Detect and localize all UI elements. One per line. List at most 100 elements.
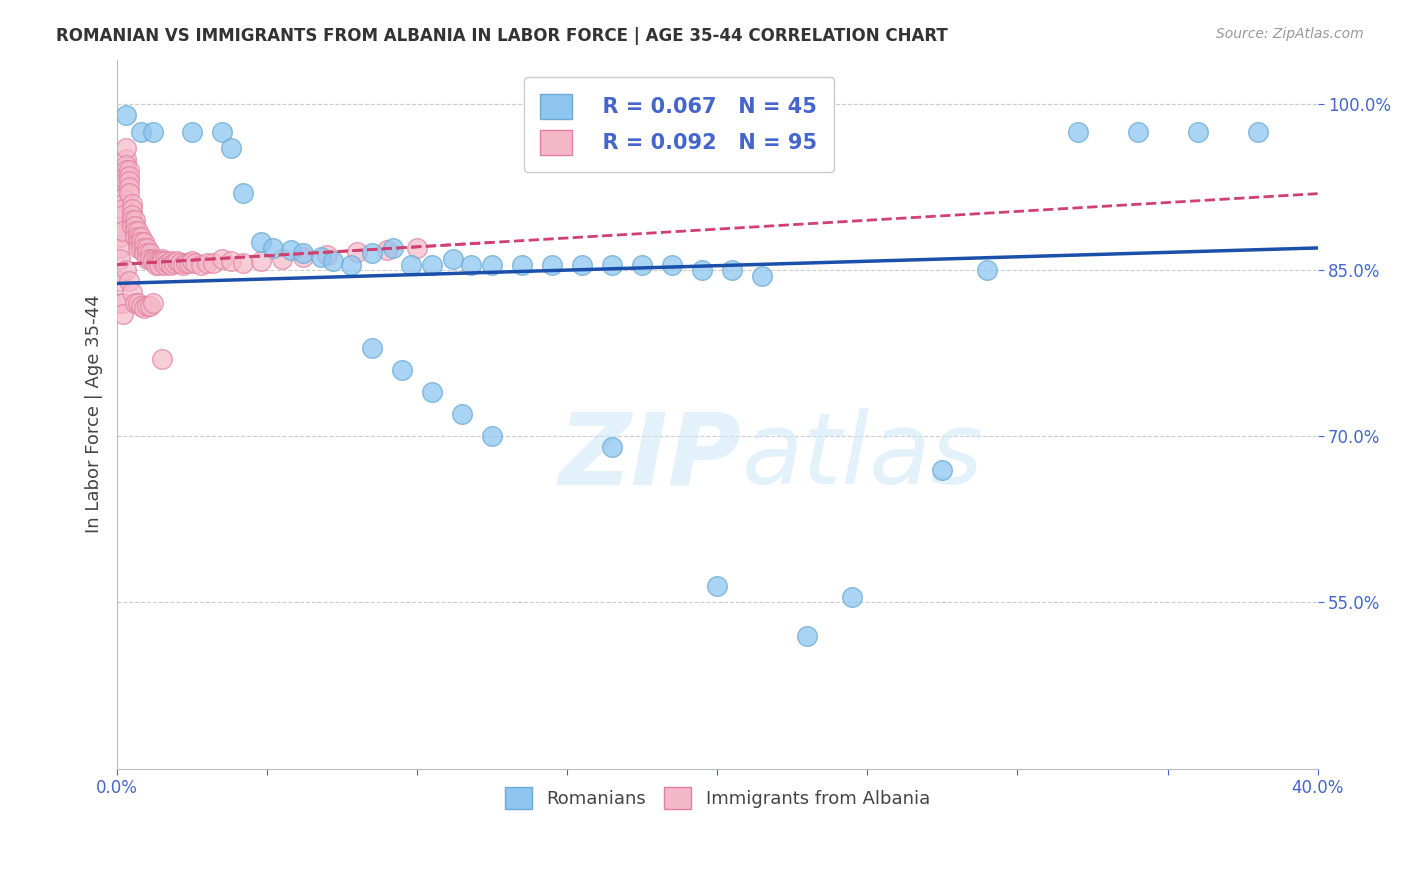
Point — [108, 274, 131, 288]
Point — [1066, 125, 1088, 139]
Point — [172, 258, 194, 272]
Point — [127, 241, 149, 255]
Point — [115, 163, 138, 178]
Point — [134, 241, 156, 255]
Point — [340, 258, 363, 272]
Point — [118, 180, 141, 194]
Point — [108, 219, 131, 233]
Point — [420, 384, 443, 399]
Point — [451, 407, 474, 421]
Point — [160, 254, 183, 268]
Point — [309, 250, 332, 264]
Point — [166, 254, 188, 268]
Point — [115, 169, 138, 183]
Point — [280, 243, 302, 257]
Point — [202, 256, 225, 270]
Point — [169, 256, 191, 270]
Point — [184, 256, 207, 270]
Point — [129, 241, 152, 255]
Point — [139, 252, 162, 266]
Point — [115, 108, 138, 122]
Point — [361, 341, 384, 355]
Point — [118, 186, 141, 200]
Point — [112, 208, 135, 222]
Point — [129, 125, 152, 139]
Point — [401, 258, 423, 272]
Text: ZIP: ZIP — [558, 409, 741, 505]
Point — [721, 263, 744, 277]
Y-axis label: In Labor Force | Age 35-44: In Labor Force | Age 35-44 — [86, 295, 103, 533]
Point — [112, 196, 135, 211]
Point — [602, 258, 624, 272]
Point — [510, 258, 533, 272]
Point — [145, 258, 167, 272]
Point — [181, 125, 204, 139]
Point — [121, 213, 143, 227]
Point — [142, 254, 165, 268]
Point — [219, 141, 242, 155]
Point — [153, 254, 176, 268]
Text: Source: ZipAtlas.com: Source: ZipAtlas.com — [1216, 27, 1364, 41]
Point — [115, 141, 138, 155]
Point — [118, 169, 141, 183]
Point — [441, 252, 464, 266]
Point — [142, 252, 165, 266]
Point — [134, 301, 156, 315]
Point — [142, 125, 165, 139]
Text: atlas: atlas — [741, 409, 983, 505]
Point — [976, 263, 998, 277]
Text: ROMANIAN VS IMMIGRANTS FROM ALBANIA IN LABOR FORCE | AGE 35-44 CORRELATION CHART: ROMANIAN VS IMMIGRANTS FROM ALBANIA IN L… — [56, 27, 948, 45]
Point — [322, 254, 344, 268]
Point — [150, 351, 173, 366]
Point — [602, 441, 624, 455]
Point — [139, 246, 162, 260]
Point — [118, 163, 141, 178]
Point — [108, 252, 131, 266]
Point — [692, 263, 714, 277]
Point — [134, 235, 156, 250]
Point — [112, 307, 135, 321]
Point — [1246, 125, 1268, 139]
Point — [134, 246, 156, 260]
Point — [316, 247, 339, 261]
Point — [112, 174, 135, 188]
Point — [751, 268, 773, 283]
Point — [112, 186, 135, 200]
Point — [232, 186, 254, 200]
Point — [127, 235, 149, 250]
Point — [391, 363, 413, 377]
Point — [460, 258, 482, 272]
Point — [115, 263, 138, 277]
Point — [262, 241, 284, 255]
Point — [112, 224, 135, 238]
Point — [127, 296, 149, 310]
Point — [375, 243, 398, 257]
Point — [361, 246, 384, 260]
Point — [211, 125, 233, 139]
Point — [118, 174, 141, 188]
Point — [1126, 125, 1149, 139]
Point — [136, 241, 159, 255]
Point — [124, 230, 146, 244]
Point — [112, 296, 135, 310]
Point — [139, 299, 162, 313]
Point — [292, 250, 315, 264]
Point — [118, 274, 141, 288]
Point — [1187, 125, 1209, 139]
Point — [121, 208, 143, 222]
Point — [112, 191, 135, 205]
Point — [108, 241, 131, 255]
Point — [796, 629, 818, 643]
Point — [136, 246, 159, 260]
Point — [129, 230, 152, 244]
Point — [179, 256, 201, 270]
Point — [157, 256, 180, 270]
Point — [115, 153, 138, 167]
Point — [181, 254, 204, 268]
Point — [108, 230, 131, 244]
Point — [124, 213, 146, 227]
Point — [124, 224, 146, 238]
Point — [174, 256, 197, 270]
Point — [571, 258, 593, 272]
Point — [145, 254, 167, 268]
